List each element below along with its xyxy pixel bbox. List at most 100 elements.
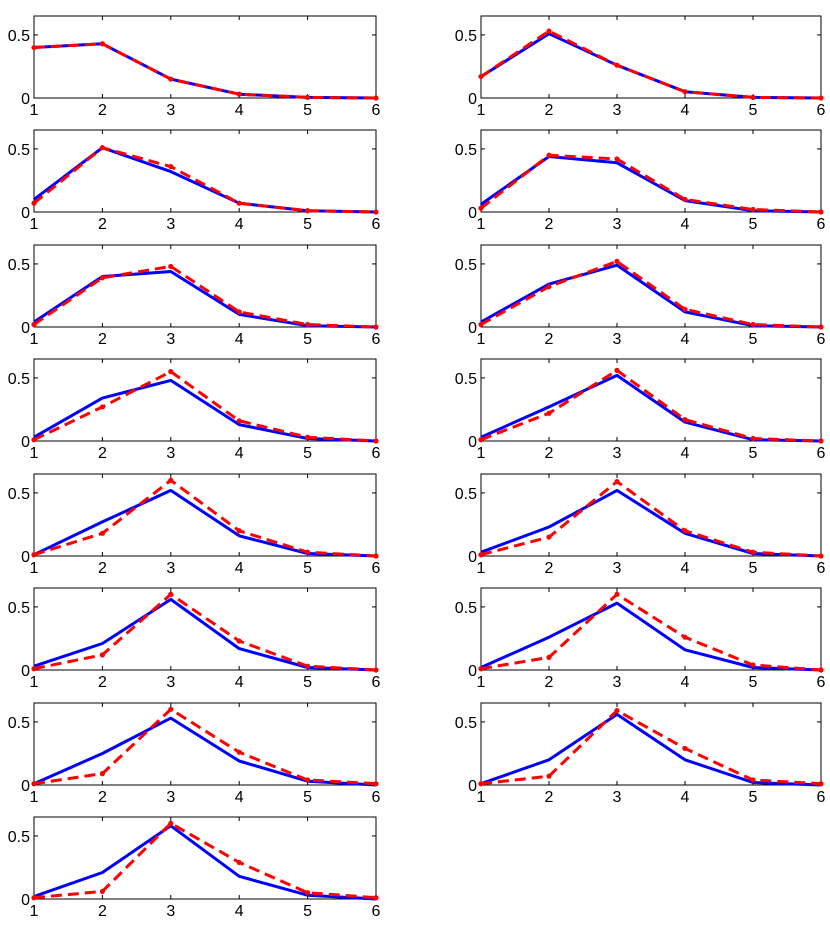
x-tick-label: 3 <box>613 216 622 233</box>
y-tick-label: 0.5 <box>8 142 30 159</box>
data-point <box>478 552 484 558</box>
series-line-solid <box>480 155 822 214</box>
subplot-13: 1 2 3 4 5 6 0 0.5 <box>8 702 381 806</box>
data-point <box>750 321 756 328</box>
x-tick-label: 3 <box>166 903 175 920</box>
x-tick-label: 5 <box>303 216 312 233</box>
x-tick-label: 3 <box>613 102 622 119</box>
x-tick-label: 3 <box>613 789 622 806</box>
series-line-dashed <box>33 42 377 100</box>
x-tick-label: 6 <box>817 445 826 462</box>
series-line-dashed <box>480 592 822 672</box>
data-point <box>168 820 174 826</box>
axes-box <box>33 244 377 328</box>
x-tick-label: 4 <box>681 331 690 348</box>
data-point <box>99 771 105 777</box>
axes-box <box>480 129 822 213</box>
data-point <box>168 477 174 483</box>
x-tick-label: 1 <box>30 102 39 119</box>
data-point <box>373 781 379 787</box>
series-line-solid <box>33 270 377 329</box>
x-tick-label: 1 <box>30 903 39 920</box>
data-point <box>31 895 37 901</box>
x-tick-label: 6 <box>817 674 826 691</box>
series-line-dashed <box>480 29 822 100</box>
y-tick-label: 0 <box>468 434 477 451</box>
data-point <box>168 263 174 270</box>
data-point <box>305 549 311 555</box>
data-point <box>750 435 756 442</box>
data-point <box>305 434 311 440</box>
subplot-5: 1 2 3 4 5 6 0 0.5 <box>8 244 381 348</box>
x-tick-label: 5 <box>303 102 312 119</box>
subplot-9: 1 2 3 4 5 6 0 0.5 <box>8 473 381 577</box>
x-tick-label: 4 <box>681 560 690 577</box>
y-tick-label: 0.5 <box>455 600 477 617</box>
y-tick-label: 0.5 <box>8 486 30 503</box>
data-point <box>99 530 105 536</box>
subplot-7: 1 2 3 4 5 6 0 0.5 <box>8 358 381 462</box>
data-point <box>373 95 379 101</box>
data-point <box>682 89 688 95</box>
x-tick-label: 2 <box>98 102 107 119</box>
series-line-dashed <box>33 592 377 672</box>
x-tick-label: 6 <box>372 789 381 806</box>
data-point <box>614 156 620 162</box>
data-point <box>99 652 105 658</box>
y-tick-label: 0 <box>468 91 477 108</box>
data-point <box>546 284 552 290</box>
x-tick-label: 2 <box>545 445 554 462</box>
y-tick-label: 0.5 <box>8 829 30 846</box>
x-tick-label: 6 <box>372 560 381 577</box>
data-point <box>168 76 174 82</box>
x-tick-label: 1 <box>477 216 486 233</box>
y-tick-label: 0 <box>21 205 30 222</box>
axes-box <box>480 244 822 328</box>
x-tick-label: 4 <box>235 903 244 920</box>
x-tick-label: 1 <box>30 560 39 577</box>
x-tick-label: 2 <box>545 216 554 233</box>
data-point <box>478 73 484 80</box>
x-tick-label: 6 <box>817 560 826 577</box>
x-tick-label: 1 <box>477 331 486 348</box>
x-tick-label: 3 <box>166 331 175 348</box>
x-tick-label: 5 <box>749 674 758 691</box>
data-point <box>614 707 620 714</box>
subplot-8: 1 2 3 4 5 6 0 0.5 <box>455 358 826 462</box>
data-point <box>168 369 174 375</box>
axes-box <box>480 358 822 442</box>
data-point <box>818 438 824 444</box>
x-tick-label: 3 <box>166 102 175 119</box>
series-line-dashed <box>33 478 377 558</box>
data-point <box>818 667 824 673</box>
data-point <box>682 196 688 202</box>
data-point <box>478 781 484 787</box>
x-tick-label: 5 <box>749 445 758 462</box>
x-tick-label: 6 <box>817 789 826 806</box>
y-tick-label: 0.5 <box>455 371 477 388</box>
x-tick-label: 1 <box>30 789 39 806</box>
x-tick-label: 3 <box>166 445 175 462</box>
data-point <box>99 404 105 410</box>
data-point <box>305 663 311 669</box>
y-tick-label: 0 <box>21 549 30 566</box>
x-tick-label: 6 <box>817 102 826 119</box>
axes-box <box>480 15 822 99</box>
series-line-solid <box>33 378 377 443</box>
data-point <box>478 321 484 328</box>
data-point <box>546 28 552 34</box>
axes-box <box>33 358 377 442</box>
series-line-dashed <box>480 480 822 558</box>
x-tick-label: 4 <box>681 445 690 462</box>
x-tick-label: 3 <box>166 789 175 806</box>
data-point <box>236 638 242 644</box>
x-tick-label: 2 <box>98 331 107 348</box>
data-point <box>682 306 688 312</box>
x-tick-label: 3 <box>613 445 622 462</box>
data-point <box>305 94 311 100</box>
series-line-solid <box>33 488 377 558</box>
y-tick-label: 0 <box>468 778 477 795</box>
data-point <box>614 62 620 68</box>
data-point <box>373 438 379 444</box>
x-tick-label: 3 <box>166 216 175 233</box>
